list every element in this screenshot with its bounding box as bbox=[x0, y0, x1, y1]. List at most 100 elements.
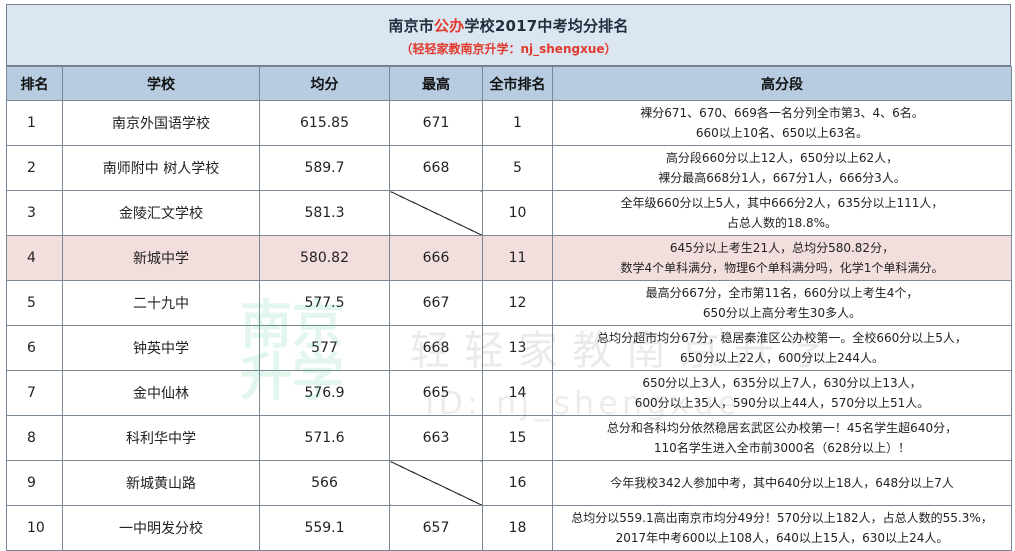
title-prefix: 南京市 bbox=[388, 17, 435, 35]
high-score-line: 600分以上35人，590分以上44人，570分以上51人。 bbox=[634, 396, 930, 410]
high-score-line: 645分以上考生21人，总均分580.82分， bbox=[669, 241, 895, 255]
cell-city-rank: 10 bbox=[482, 190, 553, 236]
cell-max bbox=[389, 190, 483, 236]
cell-school: 钟英中学 bbox=[62, 325, 260, 371]
high-score-line: 全年级660分以上5人，其中666分2人，635分以上111人， bbox=[620, 196, 944, 210]
cell-city-rank: 14 bbox=[482, 370, 553, 416]
cell-school: 新城中学 bbox=[62, 235, 260, 281]
cell-high-scores: 650分以上3人，635分以上7人，630分以上13人， 600分以上35人，59… bbox=[552, 370, 1012, 416]
cell-high-scores: 高分段660分以上12人，650分以上62人， 裸分最高668分1人，667分1人… bbox=[552, 145, 1012, 191]
title-suffix: 学校2017中考均分排名 bbox=[464, 17, 629, 35]
high-score-line: 总分和各科均分依然稳居玄武区公办校第一！45名学生超640分， bbox=[606, 421, 958, 435]
high-score-line: 总均分以559.1高出南京市均分49分！570分以上182人，占总人数的55.3… bbox=[571, 511, 993, 525]
cell-rank: 7 bbox=[6, 370, 63, 416]
cell-city-rank: 15 bbox=[482, 415, 553, 461]
cell-city-rank: 12 bbox=[482, 280, 553, 326]
col-header-school: 学校 bbox=[62, 66, 260, 101]
cell-city-rank: 11 bbox=[482, 235, 553, 281]
page-title: 南京市公办学校2017中考均分排名 bbox=[7, 15, 1010, 36]
cell-avg: 576.9 bbox=[259, 370, 390, 416]
high-score-line: 占总人数的18.8%。 bbox=[726, 216, 838, 230]
col-header-rank: 排名 bbox=[6, 66, 63, 101]
cell-city-rank: 13 bbox=[482, 325, 553, 371]
high-score-line: 650分以上3人，635分以上7人，630分以上13人， bbox=[642, 376, 922, 390]
cell-max: 663 bbox=[389, 415, 483, 461]
high-score-line: 最高分667分，全市第11名，660分以上考生4个， bbox=[645, 286, 919, 300]
page-subtitle: （轻轻家教南京升学：nj_shengxue） bbox=[400, 42, 617, 56]
cell-rank: 2 bbox=[6, 145, 63, 191]
cell-rank: 4 bbox=[6, 235, 63, 281]
high-score-line: 裸分671、670、669各一名分列全市第3、4、6名。 bbox=[640, 106, 924, 120]
cell-school: 南京外国语学校 bbox=[62, 100, 260, 146]
col-header-city-rank: 全市排名 bbox=[482, 66, 553, 101]
high-score-line: 今年我校342人参加中考，其中640分以上18人，648分以上7人 bbox=[610, 476, 954, 490]
cell-rank: 3 bbox=[6, 190, 63, 236]
cell-high-scores: 最高分667分，全市第11名，660分以上考生4个， 650分以上高分考生30多人… bbox=[552, 280, 1012, 326]
high-score-line: 650分以上22人，600分以上244人。 bbox=[680, 351, 884, 365]
cell-avg: 581.3 bbox=[259, 190, 390, 236]
cell-high-scores: 645分以上考生21人，总均分580.82分， 数学4个单科满分，物理6个单科满分… bbox=[552, 235, 1012, 281]
cell-high-scores: 今年我校342人参加中考，其中640分以上18人，648分以上7人 bbox=[552, 460, 1012, 506]
col-header-max: 最高 bbox=[389, 66, 483, 101]
col-header-high-scores: 高分段 bbox=[552, 66, 1012, 101]
cell-max: 668 bbox=[389, 325, 483, 371]
cell-rank: 1 bbox=[6, 100, 63, 146]
table-row: 3 金陵汇文学校 581.3 10 全年级660分以上5人，其中666分2人，635分以… bbox=[6, 190, 1012, 236]
cell-max: 665 bbox=[389, 370, 483, 416]
cell-high-scores: 裸分671、670、669各一名分列全市第3、4、6名。 660以上10名、650… bbox=[552, 100, 1012, 146]
cell-city-rank: 1 bbox=[482, 100, 553, 146]
cell-city-rank: 16 bbox=[482, 460, 553, 506]
cell-avg: 571.6 bbox=[259, 415, 390, 461]
cell-max bbox=[389, 460, 483, 506]
cell-avg: 589.7 bbox=[259, 145, 390, 191]
high-score-line: 660以上10名、650以上63名。 bbox=[695, 126, 869, 140]
cell-school: 二十九中 bbox=[62, 280, 260, 326]
col-header-avg: 均分 bbox=[259, 66, 390, 101]
table-row: 9 新城黄山路 566 16 今年我校342人参加中考，其中640分以上18人，648分… bbox=[6, 460, 1012, 506]
cell-rank: 8 bbox=[6, 415, 63, 461]
high-score-line: 高分段660分以上12人，650分以上62人， bbox=[665, 151, 899, 165]
cell-school: 南师附中 树人学校 bbox=[62, 145, 260, 191]
cell-avg: 577.5 bbox=[259, 280, 390, 326]
table-row: 4 新城中学 580.82 666 11 645分以上考生21人，总均分580.82分， 数… bbox=[6, 235, 1012, 281]
table-title-block: 南京市公办学校2017中考均分排名 （轻轻家教南京升学：nj_shengxue） bbox=[6, 4, 1011, 66]
cell-avg: 580.82 bbox=[259, 235, 390, 281]
cell-max: 671 bbox=[389, 100, 483, 146]
cell-city-rank: 5 bbox=[482, 145, 553, 191]
table-row: 1 南京外国语学校 615.85 671 1 裸分671、670、669各一名分列全市第3… bbox=[6, 100, 1012, 146]
cell-school: 新城黄山路 bbox=[62, 460, 260, 506]
cell-high-scores: 总分和各科均分依然稳居玄武区公办校第一！45名学生超640分， 110名学生进入全… bbox=[552, 415, 1012, 461]
high-score-line: 2017年中考600以上108人，640以上15人，630以上24人。 bbox=[615, 531, 949, 545]
cell-avg: 615.85 bbox=[259, 100, 390, 146]
cell-max: 667 bbox=[389, 280, 483, 326]
cell-rank: 6 bbox=[6, 325, 63, 371]
table-row: 5 二十九中 577.5 667 12 最高分667分，全市第11名，660分以上考生4个… bbox=[6, 280, 1012, 326]
ranking-table: 排名 学校 均分 最高 全市排名 高分段 1 南京外国语学校 615.85 671 1 裸… bbox=[6, 66, 1012, 551]
cell-school: 一中明发分校 bbox=[62, 505, 260, 551]
table-row: 6 钟英中学 577 668 13 总均分超市均分67分，稳居秦淮区公办校第一。全校660… bbox=[6, 325, 1012, 371]
cell-max: 657 bbox=[389, 505, 483, 551]
cell-avg: 577 bbox=[259, 325, 390, 371]
table-header-row: 排名 学校 均分 最高 全市排名 高分段 bbox=[6, 66, 1012, 101]
cell-city-rank: 18 bbox=[482, 505, 553, 551]
cell-avg: 566 bbox=[259, 460, 390, 506]
cell-rank: 5 bbox=[6, 280, 63, 326]
cell-school: 科利华中学 bbox=[62, 415, 260, 461]
high-score-line: 总均分超市均分67分，稳居秦淮区公办校第一。全校660分以上5人， bbox=[597, 331, 967, 345]
table-row: 7 金中仙林 576.9 665 14 650分以上3人，635分以上7人，630分以上1… bbox=[6, 370, 1012, 416]
title-highlight: 公办 bbox=[434, 17, 465, 35]
high-score-line: 110名学生进入全市前3000名（628分以上）！ bbox=[653, 441, 911, 455]
cell-high-scores: 总均分超市均分67分，稳居秦淮区公办校第一。全校660分以上5人， 650分以上2… bbox=[552, 325, 1012, 371]
high-score-line: 裸分最高668分1人，667分1人，666分3人。 bbox=[658, 171, 906, 185]
cell-max: 668 bbox=[389, 145, 483, 191]
cell-rank: 10 bbox=[6, 505, 63, 551]
table-row: 8 科利华中学 571.6 663 15 总分和各科均分依然稳居玄武区公办校第一！45名学… bbox=[6, 415, 1012, 461]
table-row: 10 一中明发分校 559.1 657 18 总均分以559.1高出南京市均分49分！57… bbox=[6, 505, 1012, 551]
cell-high-scores: 全年级660分以上5人，其中666分2人，635分以上111人， 占总人数的18.… bbox=[552, 190, 1012, 236]
cell-rank: 9 bbox=[6, 460, 63, 506]
cell-school: 金陵汇文学校 bbox=[62, 190, 260, 236]
cell-avg: 559.1 bbox=[259, 505, 390, 551]
cell-high-scores: 总均分以559.1高出南京市均分49分！570分以上182人，占总人数的55.3… bbox=[552, 505, 1012, 551]
cell-max: 666 bbox=[389, 235, 483, 281]
table-row: 2 南师附中 树人学校 589.7 668 5 高分段660分以上12人，650分以上62… bbox=[6, 145, 1012, 191]
